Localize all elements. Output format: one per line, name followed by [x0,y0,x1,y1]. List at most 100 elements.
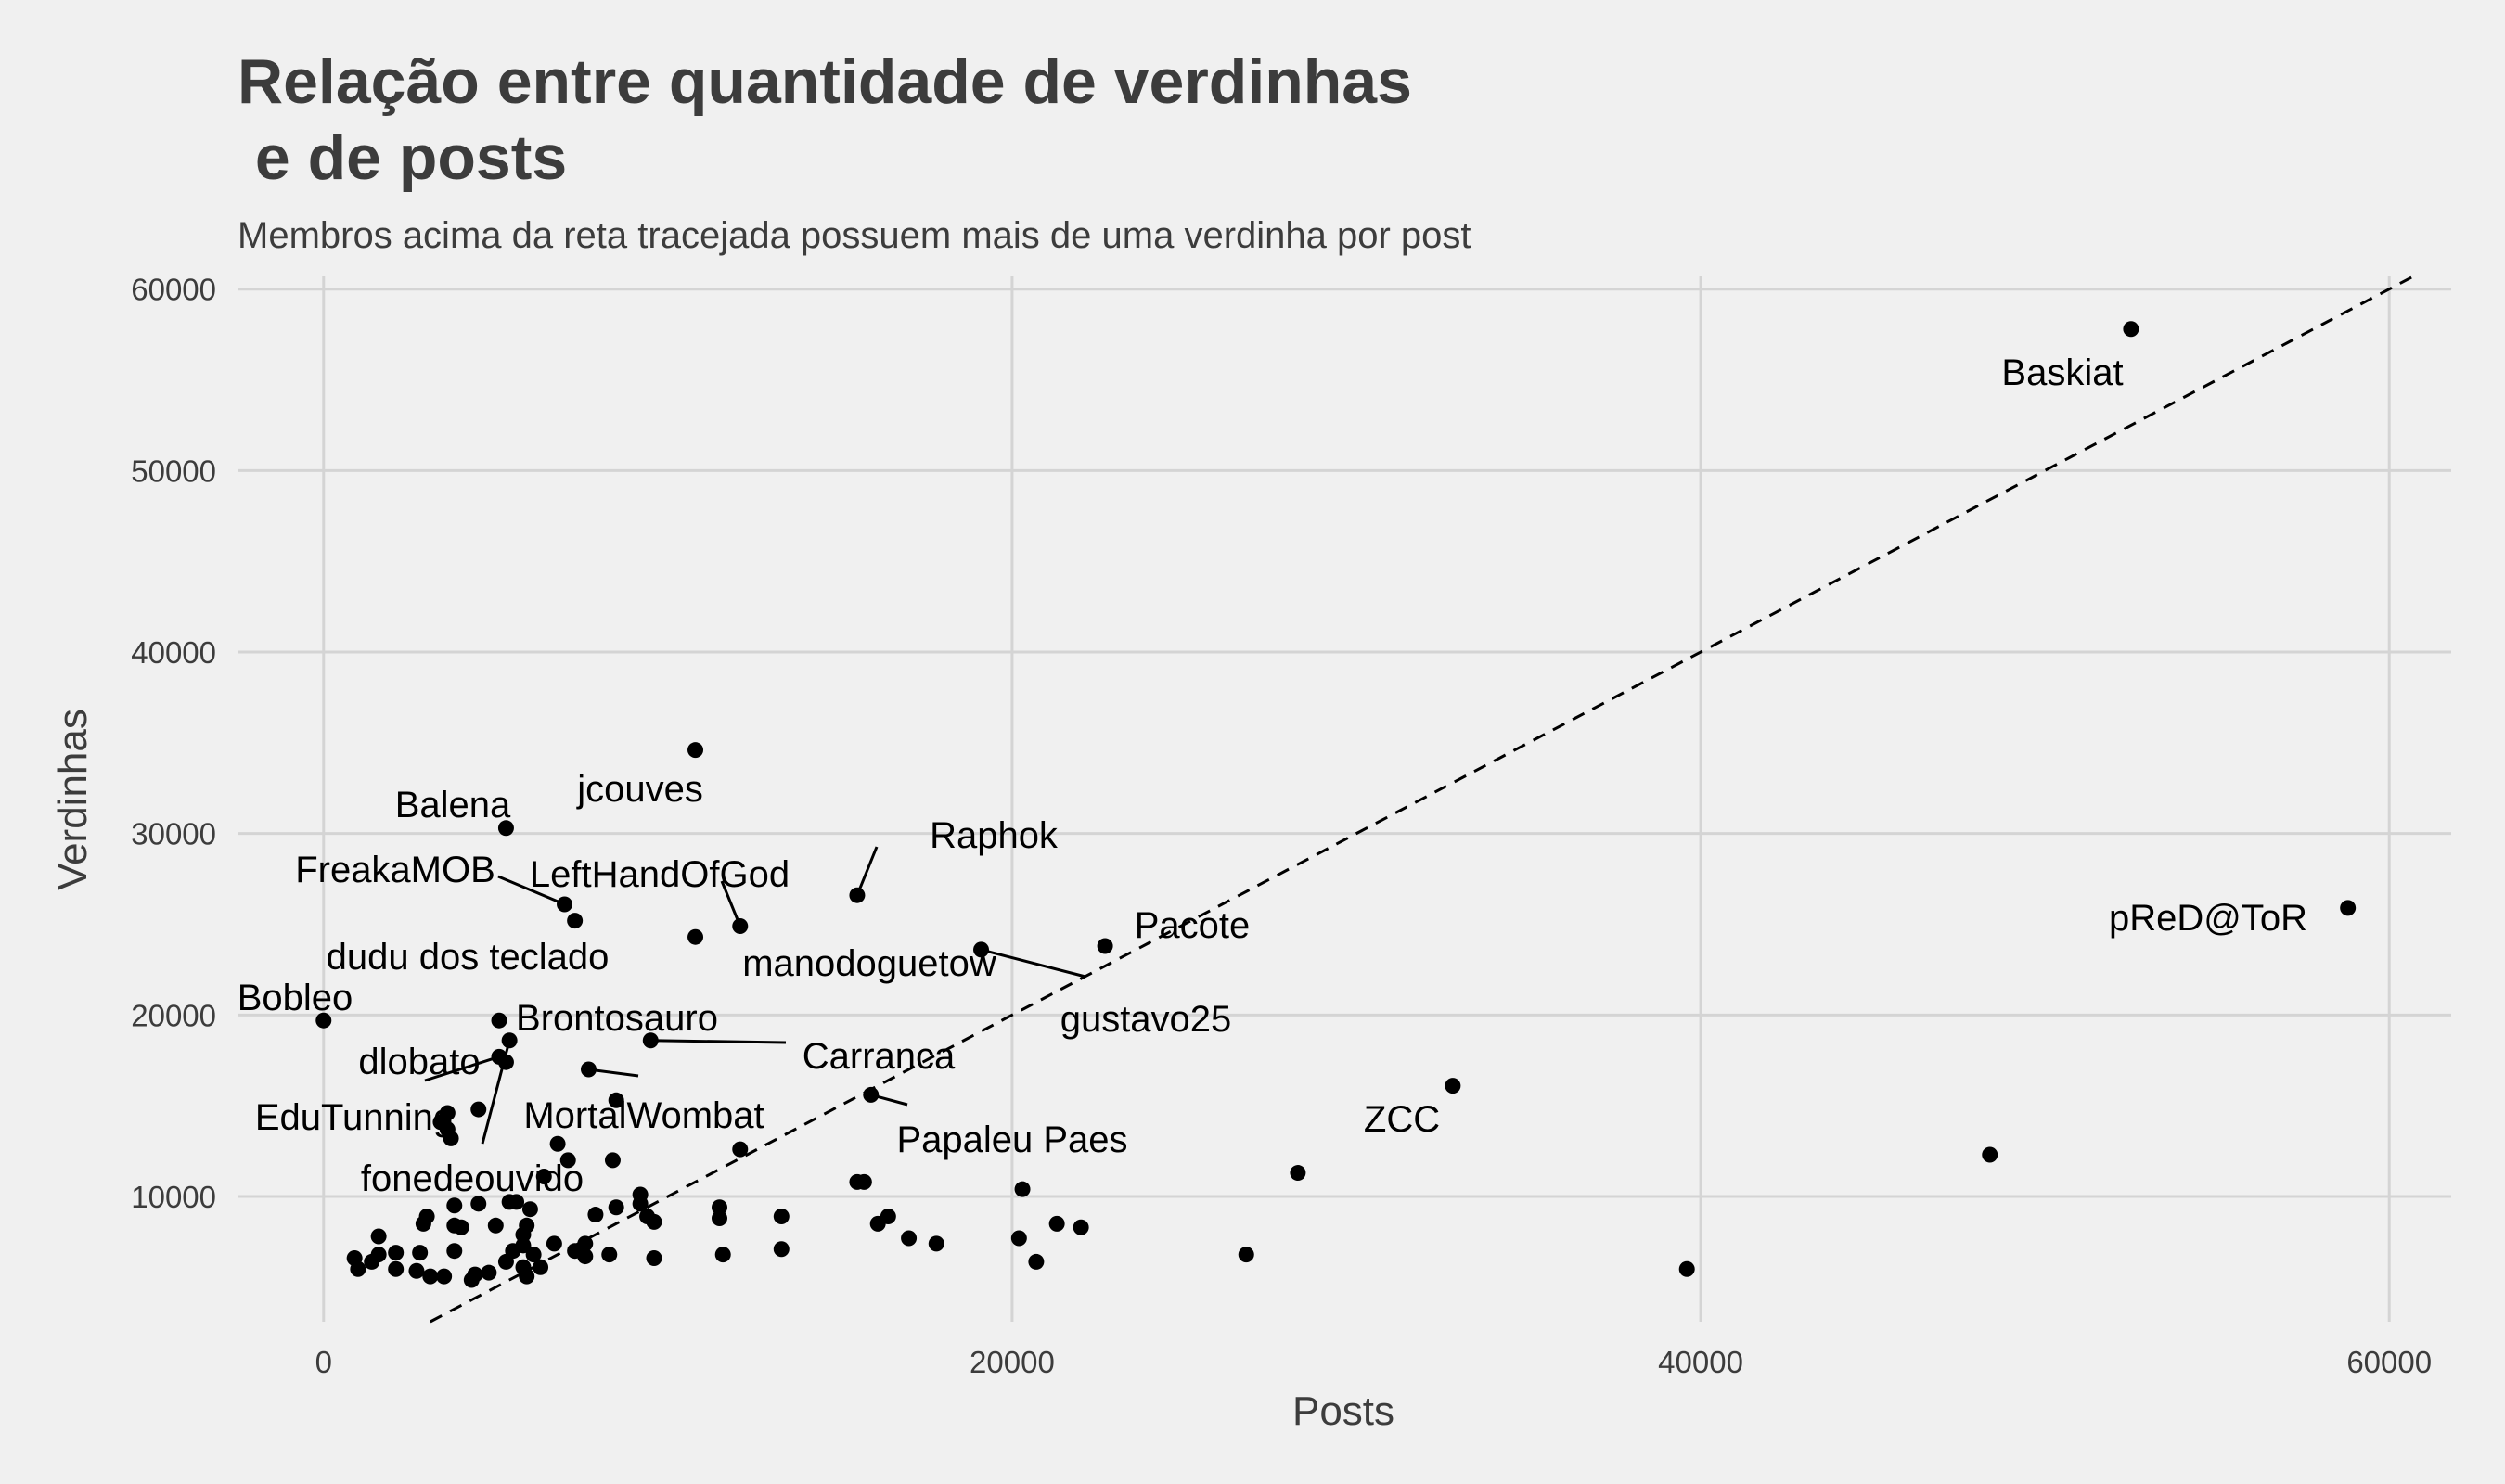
data-point-labeled [687,928,704,945]
data-point [732,1141,749,1158]
data-point [587,1207,604,1223]
gridlines [238,276,2451,1322]
connector-dlobato [424,1055,500,1082]
connector-mortalwombat [588,1068,639,1078]
point-label-pred-tor: pReD@ToR [2109,898,2307,939]
data-point [446,1243,463,1260]
data-points [315,321,2357,1288]
reference-line [430,275,2414,1324]
data-point [521,1201,538,1218]
x-axis-title: Posts [1292,1388,1394,1434]
point-label-freakamob: FreakaMOB [295,850,495,890]
data-point [869,1215,886,1232]
data-point [773,1241,790,1258]
data-point [415,1215,431,1232]
data-point [346,1250,363,1267]
data-point [412,1245,429,1261]
reference-line-group [430,275,2414,1324]
data-point [388,1245,405,1261]
point-label-lefthandofgod: LeftHandOfGod [530,854,790,895]
data-point-labeled [491,1012,507,1029]
data-point-labeled [497,1054,514,1070]
data-point-labeled [863,1086,880,1103]
data-point-labeled [642,1032,659,1049]
data-point [928,1235,944,1252]
data-point [497,1253,514,1270]
data-point [446,1217,463,1234]
point-label-pacote: Pacote [1135,905,1251,946]
data-point [519,1268,535,1285]
data-point [639,1209,656,1225]
point-label-raphok: Raphok [930,815,1059,856]
data-point [535,1168,552,1184]
y-axis-title: Verdinhas [50,709,96,890]
data-point-labeled [497,820,514,837]
label-connectors [424,846,1086,1145]
point-label-dlobato: dlobato [358,1042,480,1082]
point-label-papaleu-paes: Papaleu Paes [896,1119,1127,1160]
data-point [525,1247,542,1263]
data-point [604,1152,621,1169]
chart-title-line-1: Relação entre quantidade de verdinhas [238,46,1412,117]
data-point-labeled [849,887,866,903]
point-label-balena: Balena [395,785,511,825]
data-point [436,1268,453,1285]
data-point-labeled [567,913,584,929]
y-tick-label: 20000 [131,998,216,1032]
data-point [388,1260,405,1277]
data-point-labeled [2340,900,2357,916]
data-point [1982,1146,1998,1163]
data-point [601,1247,618,1263]
data-point [608,1092,624,1108]
point-label-dudu-dos-teclado: dudu dos teclado [327,937,610,978]
point-label-baskiat: Baskiat [2001,352,2123,393]
data-point [559,1152,576,1169]
connector-gustavo25 [981,948,1086,979]
data-point-labeled [2123,321,2139,338]
data-point [470,1101,487,1118]
data-point [470,1196,487,1212]
data-point-labeled [315,1012,332,1029]
point-label-manodoguetow: manodoguetow [742,943,996,984]
data-point [463,1272,480,1288]
point-label-fonedeouvido: fonedeouvido [361,1158,584,1199]
point-label-mortalwombat: MortalWombat [523,1095,764,1136]
data-point [901,1230,918,1247]
point-label-jcouves: jcouves [576,769,703,810]
data-point-labeled [1097,938,1113,954]
data-point [712,1199,728,1216]
chart-subtitle: Membros acima da reta tracejada possuem … [238,215,1471,256]
y-tick-label: 60000 [131,273,216,307]
connector-lefthandofgod [720,880,742,928]
data-point-labeled [557,896,573,913]
data-point [714,1247,731,1263]
data-point [432,1114,449,1131]
x-tick-label: 20000 [970,1345,1055,1379]
tick-labels: 0 20000 40000 60000 10000 20000 30000 40000 5000… [131,273,2432,1379]
data-point-labeled [687,742,704,759]
point-label-bobleo: Bobleo [238,978,353,1018]
data-point [546,1235,562,1252]
data-point [773,1209,790,1225]
data-point [712,1209,728,1226]
data-point [408,1262,425,1279]
data-point [1678,1260,1695,1277]
data-point [632,1196,649,1212]
point-label-zcc: ZCC [1364,1099,1440,1140]
point-label-brontosauro: Brontosauro [516,998,718,1039]
data-point [849,1173,866,1190]
data-point [487,1217,504,1234]
y-tick-label: 10000 [131,1180,216,1214]
data-point [1010,1230,1027,1247]
data-point [481,1264,497,1281]
data-point [608,1199,624,1216]
data-point [646,1250,662,1267]
data-point [549,1135,566,1152]
data-point [1048,1215,1065,1232]
x-tick-label: 60000 [2346,1345,2432,1379]
data-point [370,1228,387,1245]
point-label-gustavo25: gustavo25 [1060,999,1232,1040]
data-point [1238,1247,1254,1263]
chart-title-line-2: e de posts [238,122,567,193]
